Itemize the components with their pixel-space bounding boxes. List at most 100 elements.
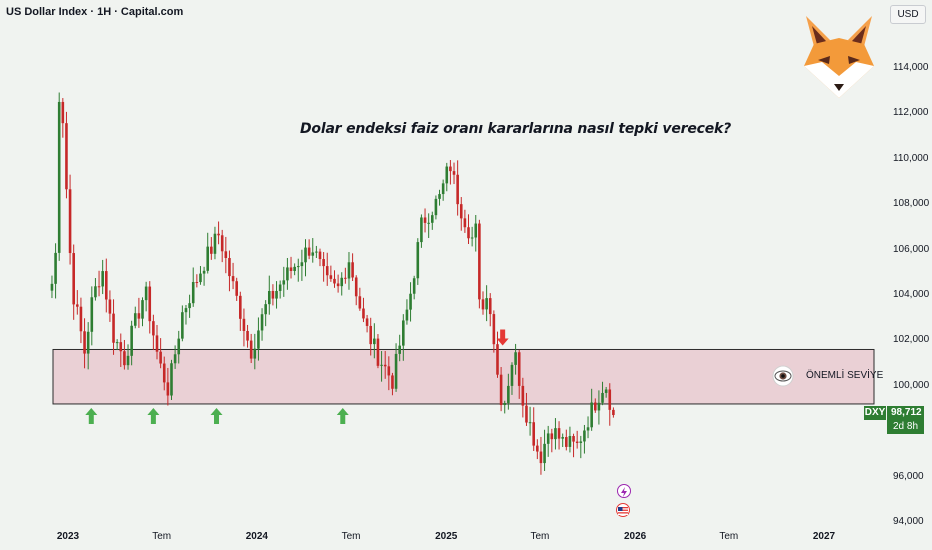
arrow-down-icon xyxy=(496,329,509,346)
candle xyxy=(155,324,159,360)
candle xyxy=(478,219,481,309)
x-tick-label: 2026 xyxy=(624,531,647,542)
fox-logo-icon xyxy=(804,16,874,98)
candle xyxy=(296,258,300,282)
candle xyxy=(369,317,373,356)
candle xyxy=(68,174,72,265)
candle xyxy=(572,433,575,458)
candle xyxy=(217,221,220,245)
candle xyxy=(286,257,289,290)
y-tick-label: 94,000 xyxy=(893,516,924,527)
candle xyxy=(409,282,412,322)
candle xyxy=(119,333,123,367)
candle xyxy=(170,359,173,401)
candle xyxy=(365,314,369,333)
candle xyxy=(112,299,115,355)
candle xyxy=(162,356,166,391)
candle xyxy=(65,111,68,199)
candle xyxy=(213,226,217,260)
candle xyxy=(344,267,347,284)
candle xyxy=(228,250,231,292)
candle xyxy=(456,160,459,216)
candle xyxy=(61,98,65,138)
candle xyxy=(115,339,119,351)
candle xyxy=(246,324,249,348)
candle xyxy=(336,274,340,293)
candle xyxy=(188,294,191,318)
candle xyxy=(376,334,380,369)
candle xyxy=(430,211,434,230)
candle xyxy=(492,310,496,353)
candle xyxy=(554,418,557,450)
candle xyxy=(449,160,452,185)
candle xyxy=(253,333,257,370)
arrow-up-icon xyxy=(147,407,160,424)
candle xyxy=(561,433,564,448)
last-price: 98,712 xyxy=(891,407,922,418)
candle xyxy=(224,236,228,274)
y-tick-label: 110,000 xyxy=(893,152,929,164)
candle xyxy=(481,291,485,315)
candle xyxy=(445,162,449,192)
candle xyxy=(423,208,427,233)
candle xyxy=(380,351,383,382)
candle xyxy=(583,424,586,454)
symbol-info[interactable]: US Dollar Index · 1H · Capital.com xyxy=(6,6,184,18)
candle xyxy=(565,429,568,451)
candle xyxy=(420,214,423,248)
candle xyxy=(267,275,271,315)
candle xyxy=(474,215,478,252)
candle xyxy=(543,429,546,471)
candle xyxy=(608,383,612,426)
candle xyxy=(260,308,264,341)
candle-series xyxy=(50,92,615,475)
candle xyxy=(536,439,539,460)
candle xyxy=(133,306,137,329)
candle xyxy=(514,343,517,375)
zone-label: ÖNEMLİ SEVİYE xyxy=(806,370,884,381)
candle xyxy=(50,275,54,299)
candle xyxy=(271,284,275,306)
candle xyxy=(130,320,133,366)
candle xyxy=(391,372,394,396)
candle xyxy=(54,243,57,299)
us-flag-event-icon[interactable] xyxy=(616,503,630,517)
candle xyxy=(293,263,296,276)
candle xyxy=(123,339,126,370)
x-tick-label: 2024 xyxy=(245,531,268,542)
x-tick-label: Tem xyxy=(341,531,361,542)
candle xyxy=(97,270,101,297)
chart-annotation-title: Dolar endeksi faiz oranı kararlarına nas… xyxy=(300,121,732,137)
candle xyxy=(184,305,188,325)
lightning-event-icon[interactable] xyxy=(617,484,631,498)
y-tick-label: 106,000 xyxy=(893,243,930,255)
arrow-up-icon xyxy=(210,407,223,424)
candle xyxy=(358,287,362,311)
y-tick-label: 102,000 xyxy=(893,334,930,346)
candle xyxy=(488,293,492,327)
currency-selector[interactable]: USD xyxy=(890,5,926,24)
support-zone[interactable] xyxy=(52,348,875,405)
candle xyxy=(612,407,615,418)
candle xyxy=(79,297,83,344)
candle xyxy=(441,179,445,201)
candle xyxy=(402,314,405,361)
candle xyxy=(210,237,213,260)
candle xyxy=(148,281,152,334)
candle xyxy=(199,266,202,285)
last-price-tag: 98,712 2d 8h xyxy=(887,406,924,434)
candle xyxy=(398,334,401,362)
candle xyxy=(347,252,351,290)
y-tick-label: 96,000 xyxy=(893,470,924,482)
candle xyxy=(452,162,456,185)
candle xyxy=(166,367,170,406)
candle xyxy=(354,275,358,306)
candle xyxy=(387,356,391,391)
candle xyxy=(590,388,593,431)
candle xyxy=(126,344,130,370)
x-tick-label: Tem xyxy=(719,531,739,542)
candle xyxy=(604,386,608,398)
candle xyxy=(300,249,304,281)
candle xyxy=(202,266,206,286)
